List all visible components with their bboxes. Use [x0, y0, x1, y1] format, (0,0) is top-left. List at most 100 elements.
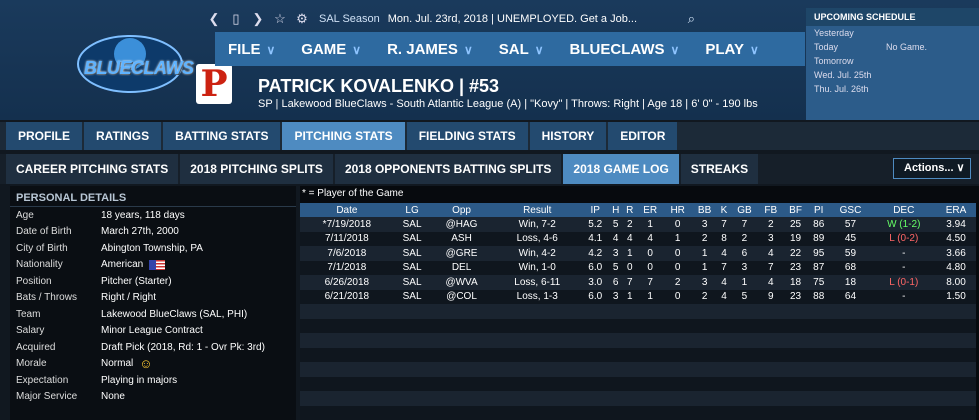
table-cell: 2: [663, 275, 692, 290]
player-name: PATRICK KOVALENKO | #53: [258, 76, 500, 96]
tab-fielding-stats[interactable]: FIELDING STATS: [406, 122, 528, 150]
table-cell: 3: [608, 289, 623, 304]
col-header[interactable]: GB: [730, 203, 759, 217]
nav-file[interactable]: FILE ∨: [228, 40, 276, 58]
table-cell: 57: [829, 217, 872, 232]
detail-key: Major Service: [16, 391, 78, 403]
col-header[interactable]: H: [608, 203, 623, 217]
table-cell: 4.1: [581, 231, 609, 246]
tab-opponents-splits[interactable]: 2018 OPPONENTS BATTING SPLITS: [334, 154, 562, 184]
nav-game[interactable]: GAME ∨: [301, 40, 362, 58]
col-header[interactable]: GSC: [829, 203, 872, 217]
table-row[interactable]: 6/26/2018 SAL @WVA Loss, 6-11 3.0 6 7 7 2 3 4 1 4 18 7…: [300, 275, 976, 290]
schedule-row[interactable]: Today No Game.: [814, 42, 928, 52]
tab-streaks[interactable]: STREAKS: [680, 154, 759, 184]
detail-key: Expectation: [16, 374, 69, 386]
table-row[interactable]: 7/11/2018 SAL ASH Loss, 4-6 4.1 4 4 4 1 2 8 2 3 19 89 4…: [300, 231, 976, 246]
window-icon[interactable]: ▯: [232, 11, 240, 26]
detail-value: None: [101, 391, 125, 403]
detail-key: Bats / Throws: [16, 292, 77, 304]
table-cell: 75: [807, 275, 830, 290]
tab-career-pitching[interactable]: CAREER PITCHING STATS: [6, 154, 179, 184]
detail-value: Normal: [101, 358, 134, 370]
table-cell: 7/6/2018: [300, 246, 394, 261]
main-nav: FILE ∨ GAME ∨ R. JAMES ∨ SAL ∨ BLUECLAWS ∨ PL…: [215, 32, 805, 66]
personal-details-panel: PERSONAL DETAILS Age 18 years, 118 days Da…: [10, 186, 296, 420]
col-header[interactable]: BB: [691, 203, 718, 217]
table-cell: 4.2: [581, 246, 609, 261]
col-header[interactable]: IP: [581, 203, 609, 217]
detail-key: Position: [16, 275, 52, 287]
table-cell: 0: [663, 260, 692, 275]
nav-team[interactable]: BLUECLAWS ∨: [569, 40, 680, 58]
col-header[interactable]: ER: [636, 203, 664, 217]
col-header[interactable]: HR: [663, 203, 692, 217]
tab-pitching-splits[interactable]: 2018 PITCHING SPLITS: [180, 154, 333, 184]
schedule-row[interactable]: Wed. Jul. 25th: [814, 70, 872, 80]
table-cell: 7/1/2018: [300, 260, 394, 275]
table-cell: -: [871, 260, 937, 275]
col-header[interactable]: DEC: [871, 203, 937, 217]
detail-row: Major Service None: [10, 389, 296, 406]
detail-key: Age: [16, 209, 34, 221]
tab-history[interactable]: HISTORY: [529, 122, 607, 150]
schedule-row[interactable]: Tomorrow: [814, 56, 854, 66]
forward-icon[interactable]: ❯: [252, 11, 264, 26]
schedule-row[interactable]: Thu. Jul. 26th: [814, 84, 869, 94]
col-header[interactable]: ERA: [936, 203, 976, 217]
detail-row: Bats / Throws Right / Right: [10, 290, 296, 307]
col-header[interactable]: Date: [300, 203, 394, 217]
col-header[interactable]: Result: [492, 203, 582, 217]
star-icon[interactable]: ☆: [274, 11, 286, 26]
header: BLUECLAWS P ❮ ▯ ❯ ☆ ⚙ SAL Season Mon. Ju…: [0, 0, 979, 120]
table-row[interactable]: 6/21/2018 SAL @COL Loss, 1-3 6.0 3 1 1 0 2 4 5 9 23 88…: [300, 289, 976, 304]
table-cell: 95: [807, 246, 830, 261]
personal-details-title: PERSONAL DETAILS: [10, 186, 296, 207]
back-icon[interactable]: ❮: [208, 11, 220, 26]
col-header[interactable]: R: [622, 203, 637, 217]
detail-row: Expectation Playing in majors: [10, 372, 296, 389]
table-cell: Loss, 1-3: [492, 289, 582, 304]
col-header[interactable]: Opp: [430, 203, 493, 217]
table-cell: 3: [691, 275, 718, 290]
tab-pitching-stats[interactable]: PITCHING STATS: [282, 122, 405, 150]
table-row[interactable]: *7/19/2018 SAL @HAG Win, 7-2 5.2 5 2 1 0 3 7 7 2 25 86…: [300, 217, 976, 232]
empty-row: [300, 318, 976, 333]
table-row[interactable]: 7/1/2018 SAL DEL Win, 1-0 6.0 5 0 0 0 1 7 3 7 23 87 68-…: [300, 260, 976, 275]
detail-row: Date of Birth March 27th, 2000: [10, 224, 296, 241]
gear-icon[interactable]: ⚙: [296, 11, 308, 26]
col-header[interactable]: BF: [783, 203, 808, 217]
detail-value: 18 years, 118 days: [101, 209, 185, 221]
table-cell: 0: [636, 260, 664, 275]
table-cell: SAL: [393, 275, 431, 290]
col-header[interactable]: PI: [807, 203, 830, 217]
tab-batting-stats[interactable]: BATTING STATS: [163, 122, 281, 150]
table-cell: 6/26/2018: [300, 275, 394, 290]
tab-ratings[interactable]: RATINGS: [84, 122, 162, 150]
col-header[interactable]: LG: [393, 203, 431, 217]
tab-profile[interactable]: PROFILE: [6, 122, 83, 150]
table-cell: 1.50: [936, 289, 976, 304]
nav-manager[interactable]: R. JAMES ∨: [387, 40, 473, 58]
table-cell: 19: [783, 231, 808, 246]
empty-cell: [300, 362, 976, 377]
table-cell: 4: [717, 246, 731, 261]
table-cell: 7: [730, 217, 759, 232]
schedule-row[interactable]: Yesterday: [814, 28, 854, 38]
table-cell: 3.0: [581, 275, 609, 290]
nav-play[interactable]: PLAY ∨: [705, 40, 759, 58]
logo-text: BLUECLAWS: [84, 58, 194, 78]
search-icon[interactable]: ⌕: [687, 11, 695, 26]
table-row[interactable]: 7/6/2018 SAL @GRE Win, 4-2 4.2 3 1 0 0 1 4 6 4 22 95 59…: [300, 246, 976, 261]
empty-row: [300, 347, 976, 362]
pitching-subtabs: CAREER PITCHING STATS 2018 PITCHING SPLI…: [0, 154, 979, 184]
table-cell: 5: [608, 217, 623, 232]
empty-cell: [300, 405, 976, 420]
actions-dropdown[interactable]: Actions... ∨: [893, 158, 971, 179]
tab-editor[interactable]: EDITOR: [608, 122, 678, 150]
col-header[interactable]: FB: [758, 203, 784, 217]
nav-league[interactable]: SAL ∨: [498, 40, 544, 58]
table-cell: 1: [730, 275, 759, 290]
col-header[interactable]: K: [717, 203, 731, 217]
tab-game-log[interactable]: 2018 GAME LOG: [563, 154, 679, 184]
